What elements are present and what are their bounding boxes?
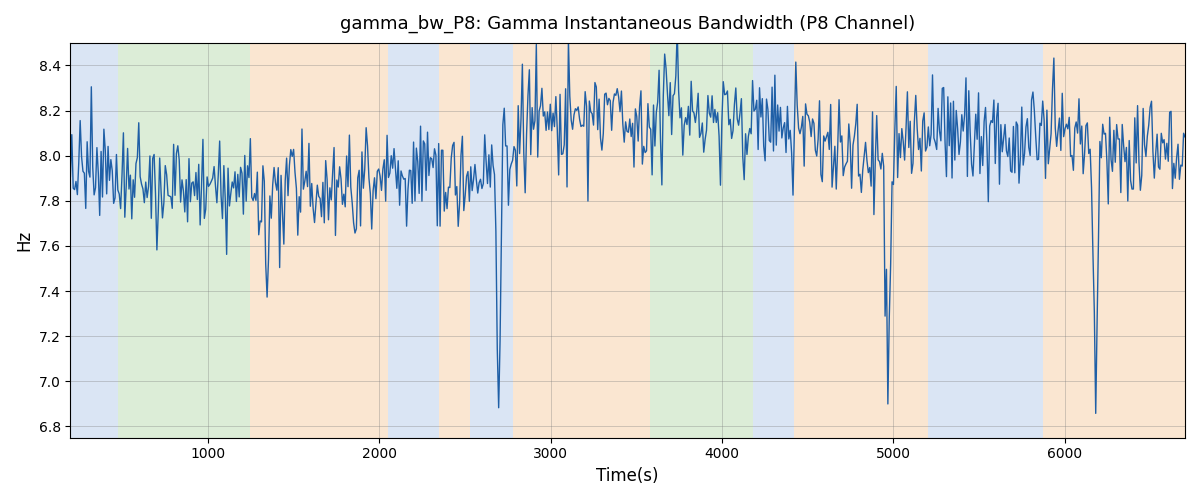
Bar <box>650 43 752 438</box>
Bar <box>928 43 1043 438</box>
Bar <box>794 43 824 438</box>
Bar <box>512 43 650 438</box>
Bar <box>439 43 470 438</box>
Bar <box>1043 43 1079 438</box>
Bar <box>251 43 388 438</box>
Bar <box>1079 43 1186 438</box>
Bar <box>470 43 512 438</box>
Title: gamma_bw_P8: Gamma Instantaneous Bandwidth (P8 Channel): gamma_bw_P8: Gamma Instantaneous Bandwid… <box>340 15 916 34</box>
Bar <box>71 43 119 438</box>
Bar <box>119 43 251 438</box>
Bar <box>824 43 928 438</box>
Y-axis label: Hz: Hz <box>14 230 32 251</box>
Bar <box>752 43 794 438</box>
X-axis label: Time(s): Time(s) <box>596 467 659 485</box>
Bar <box>388 43 439 438</box>
